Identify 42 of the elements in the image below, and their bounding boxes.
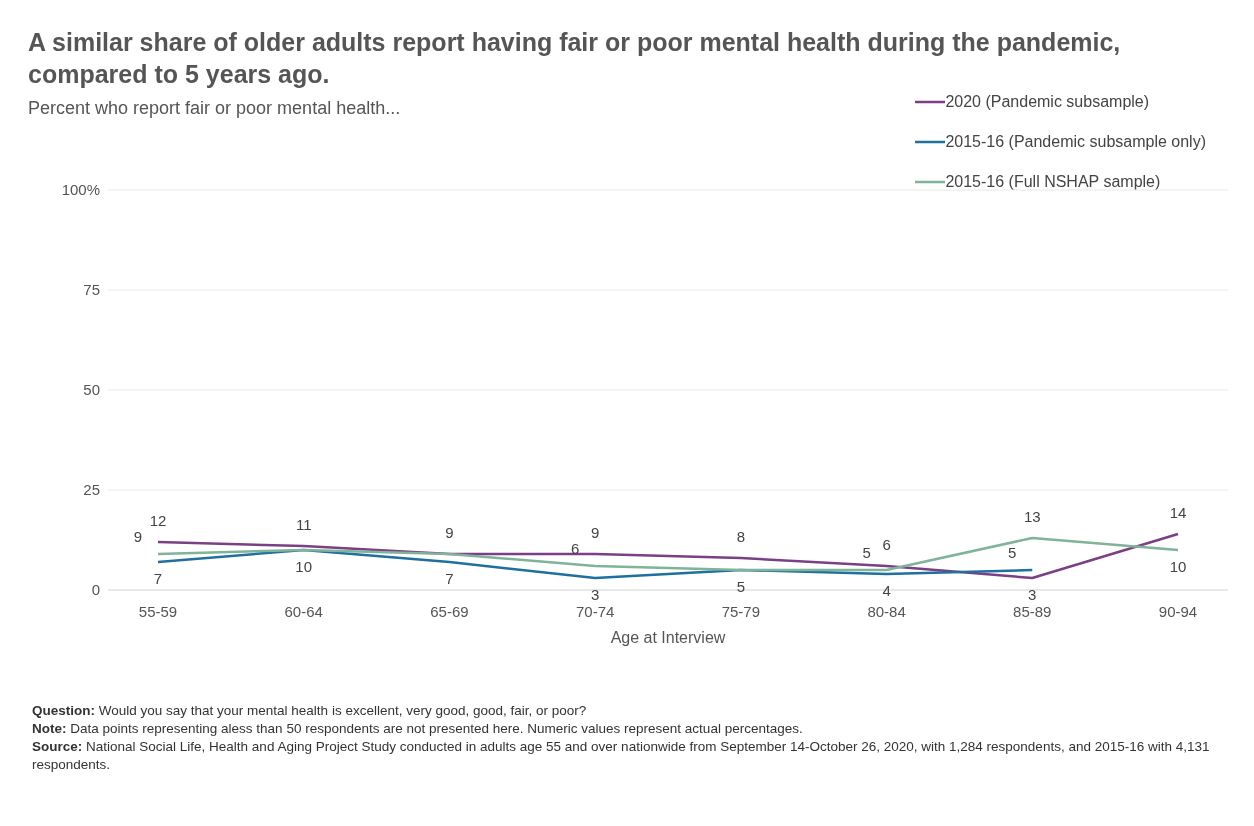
data-label: 9 [445, 524, 454, 541]
data-label: 6 [882, 536, 891, 553]
text: Question: Would you say that your mental health is excellent, very good, good, fair, or poor? [32, 702, 588, 720]
data-label: 5 [736, 578, 746, 595]
x-axis-title: Age at Interview [610, 629, 726, 646]
y-tick-label: 0 [91, 581, 100, 599]
data-label: 5 [1008, 544, 1017, 561]
data-label: 10 [295, 558, 313, 575]
data-label: 9 [590, 524, 600, 541]
legend-label: 2020 (Pandemic subsample) [945, 93, 1150, 111]
data-label: 10 [1169, 558, 1187, 575]
x-tick-label: 70-74 [575, 602, 615, 620]
chart-subtitle: Percent who report fair or poor mental health... [28, 98, 401, 119]
data-label: 6 [570, 540, 580, 557]
y-tick-label: 50 [83, 381, 100, 399]
x-tick-label: 90-94 [1158, 602, 1198, 620]
data-label: 3 [590, 586, 600, 603]
data-label: 7 [153, 570, 163, 587]
data-label: 12 [149, 512, 167, 529]
y-tick-label: 75 [83, 281, 100, 299]
data-label: 9 [133, 528, 143, 545]
data-label: 3 [1028, 586, 1037, 603]
y-tick-label: 25 [83, 481, 100, 499]
y-tick-label: 100% [61, 181, 100, 199]
x-tick-label: 55-59 [138, 602, 178, 620]
data-label: 4 [882, 582, 891, 599]
x-tick-label: 80-84 [867, 602, 906, 620]
text: Note: Data points representing aless than 50 respondents are not presented here. Numeric values represent actual percentages. [32, 720, 804, 738]
chart-title: A similar share of older adults report having fair or poor mental health during the pandemic, compared to 5 years ago. [28, 27, 1122, 90]
x-tick-label: 85-89 [1013, 602, 1052, 620]
data-label: 8 [736, 528, 746, 545]
source-note: Source: National Social Life, Health and Aging Project Study conducted in adults age 55 and over nationwide from September 14-October 26, 2020, with 1,284 respondents, and 2015-16 with 4,131 respondents. [32, 738, 1211, 774]
data-label: 11 [295, 516, 312, 533]
legend-label: 2015-16 (Full NSHAP sample) [945, 173, 1161, 191]
x-tick-label: 60-64 [284, 602, 323, 620]
data-label: 7 [445, 570, 454, 587]
data-label: 13 [1023, 508, 1041, 525]
data-label: 14 [1169, 504, 1187, 521]
x-tick-label: 65-69 [430, 602, 469, 620]
data-label: 5 [862, 544, 871, 561]
legend-label: 2015-16 (Pandemic subsample only) [945, 133, 1206, 151]
x-tick-label: 75-79 [721, 602, 761, 620]
